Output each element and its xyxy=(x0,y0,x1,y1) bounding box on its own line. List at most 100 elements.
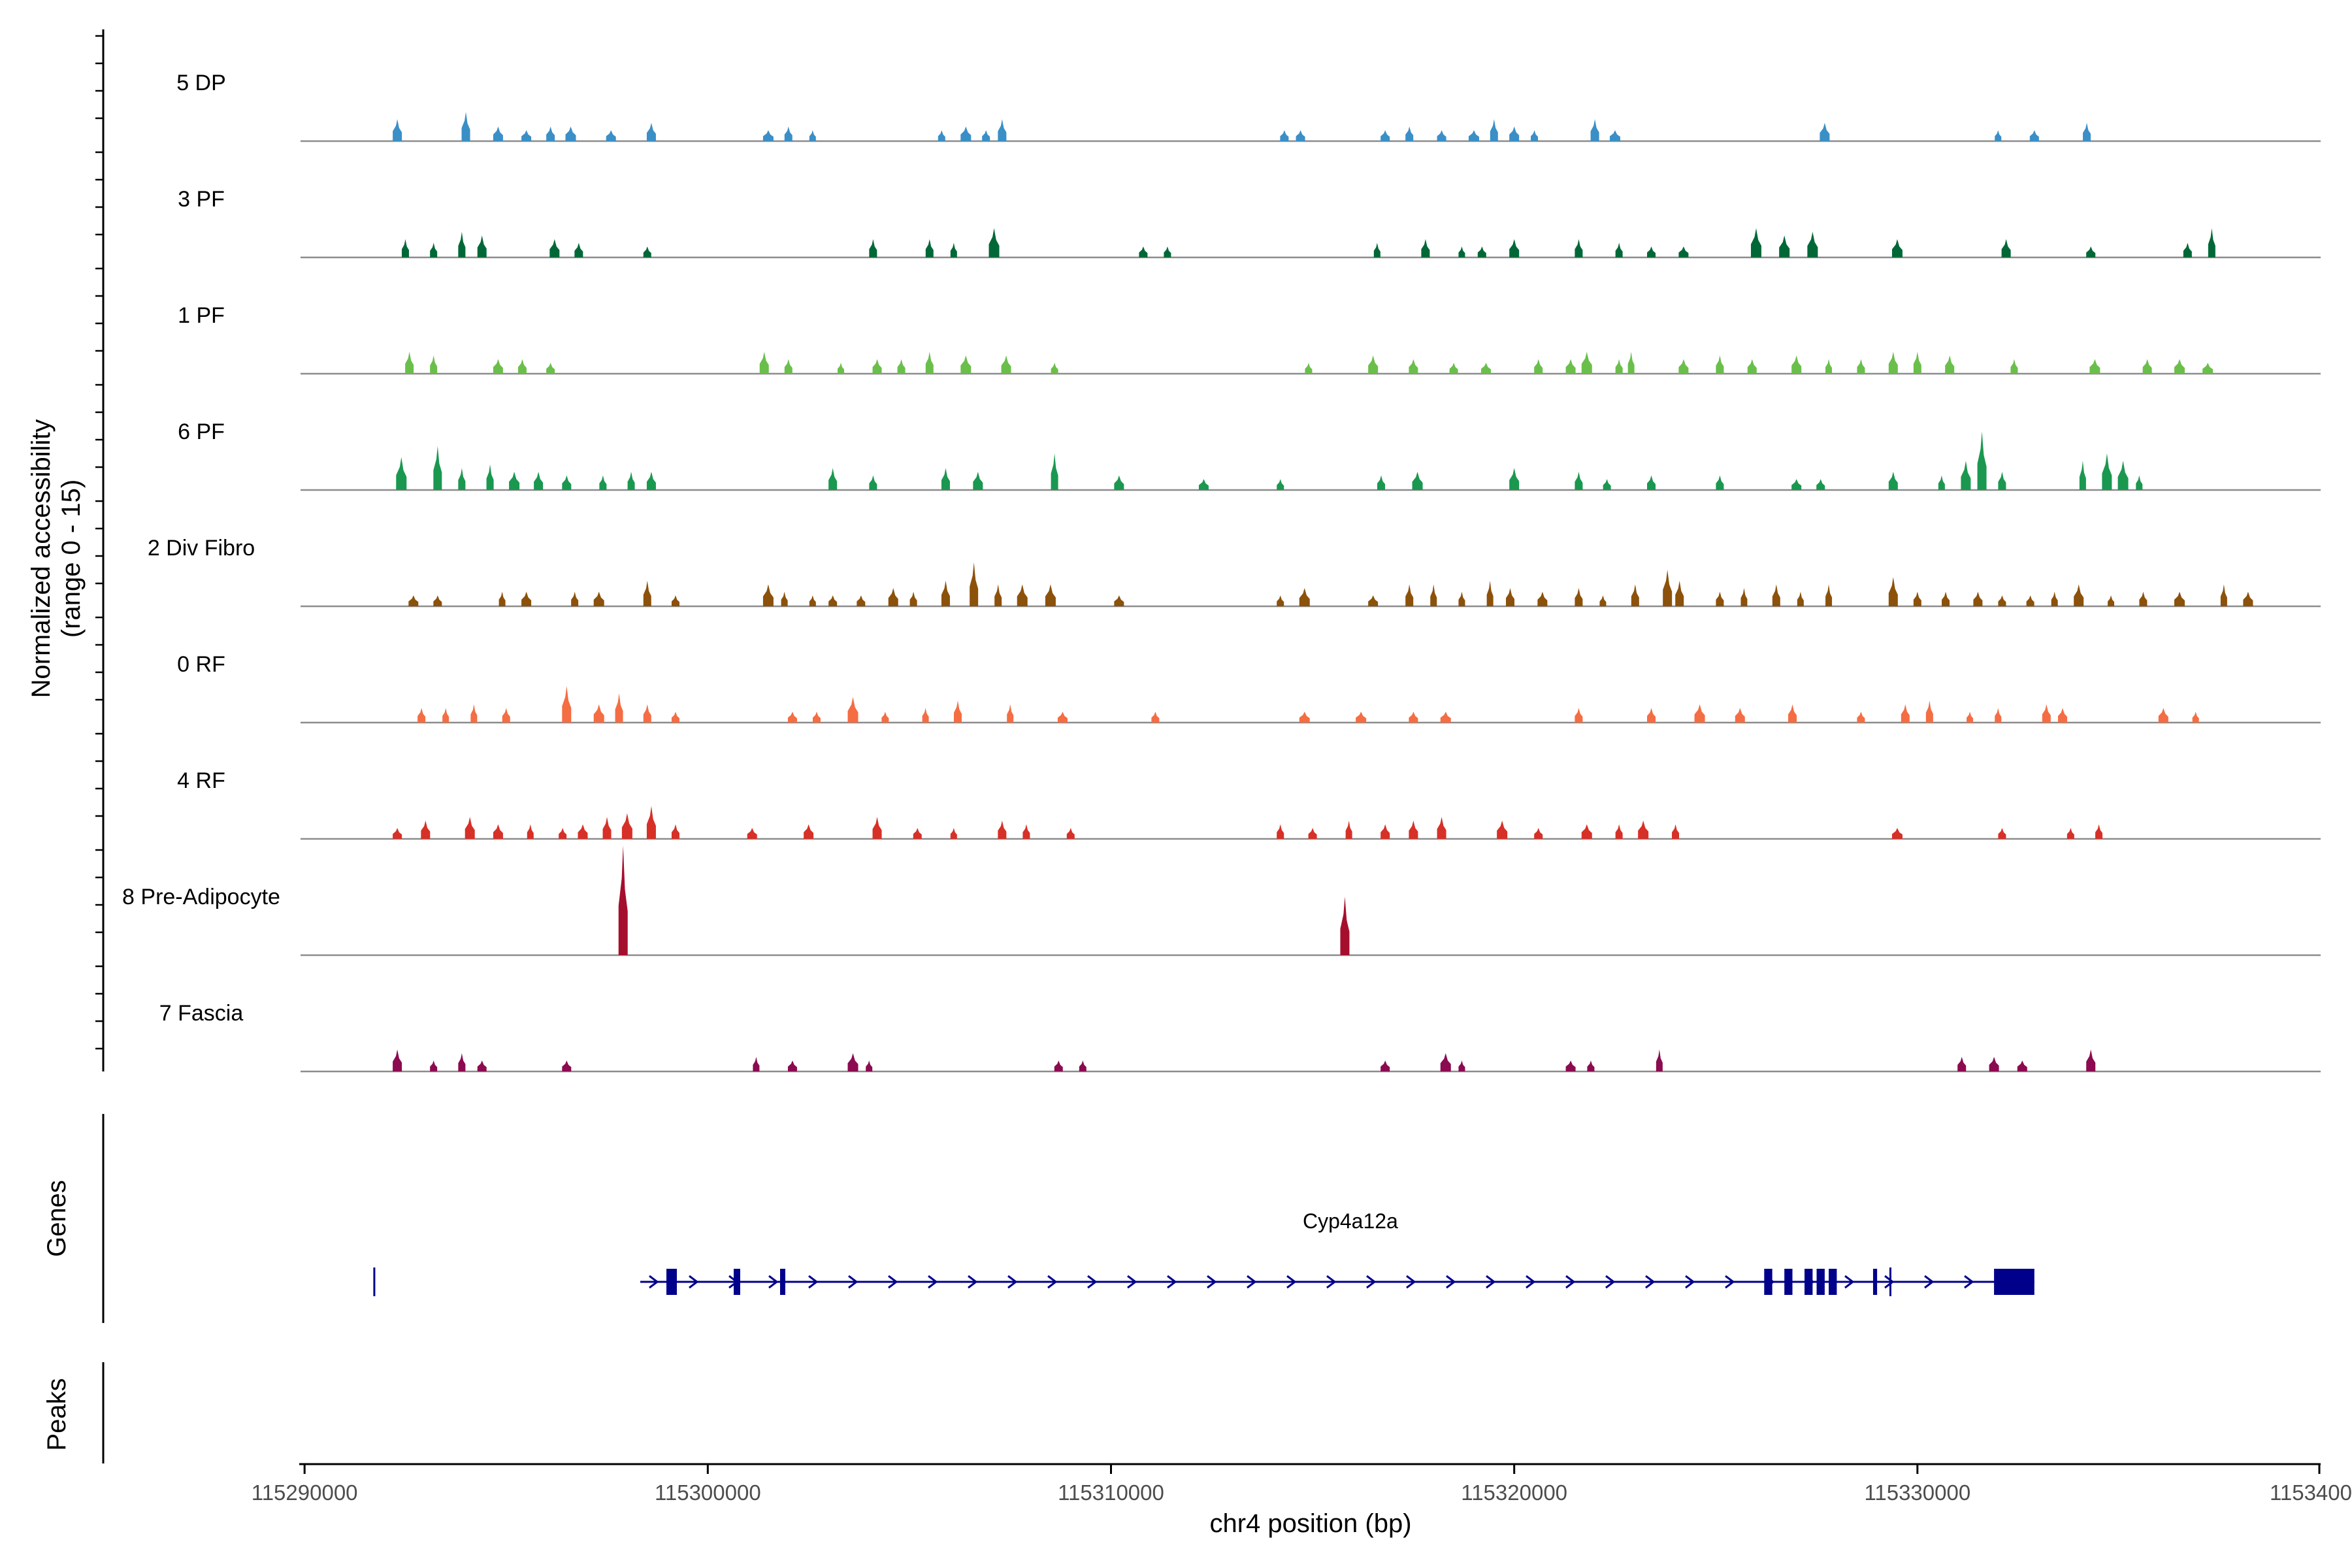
peak xyxy=(498,591,506,606)
peak xyxy=(562,686,572,723)
exon xyxy=(666,1269,677,1295)
peak xyxy=(1409,359,1418,374)
peak xyxy=(486,464,494,490)
peak xyxy=(998,119,1007,141)
peak xyxy=(1139,246,1148,257)
peak xyxy=(869,475,877,490)
peak xyxy=(1678,359,1689,374)
peak xyxy=(430,242,438,257)
strand-arrow xyxy=(1924,1275,1935,1289)
peak xyxy=(960,355,972,374)
strand-arrow xyxy=(1446,1275,1456,1289)
strand-arrow xyxy=(1406,1275,1416,1289)
track-3-pf: 3 PF xyxy=(178,187,2321,259)
strand-arrow xyxy=(1685,1275,1695,1289)
peak xyxy=(1509,468,1520,490)
gene-cyp4a12a: Cyp4a12a xyxy=(373,1209,2034,1296)
peak xyxy=(1615,242,1623,257)
peak xyxy=(2208,228,2215,257)
exon xyxy=(1805,1269,1813,1295)
x-axis-label: chr4 position (bp) xyxy=(1209,1509,1411,1538)
peak xyxy=(1750,228,1761,257)
peak xyxy=(1277,479,1284,490)
peak xyxy=(847,696,858,723)
peak xyxy=(847,1053,858,1071)
peak xyxy=(433,446,442,490)
peak xyxy=(1345,821,1352,839)
peak xyxy=(2220,584,2227,606)
peak xyxy=(1998,472,2006,490)
peak xyxy=(433,595,442,606)
peak xyxy=(549,239,560,257)
peak xyxy=(643,580,651,606)
peak xyxy=(2010,359,2018,374)
track-label: 3 PF xyxy=(178,187,225,212)
peak xyxy=(1716,355,1724,374)
peak xyxy=(1995,708,2002,723)
peak xyxy=(1599,595,1607,606)
peak xyxy=(417,708,426,723)
peak xyxy=(2192,711,2199,723)
peak xyxy=(502,708,510,723)
peak xyxy=(1051,363,1058,374)
peak xyxy=(1380,824,1390,839)
peak xyxy=(2051,591,2058,606)
strand-arrow xyxy=(968,1275,978,1289)
peak xyxy=(1587,1060,1595,1071)
peak xyxy=(1647,246,1656,257)
peak xyxy=(1045,584,1056,606)
strand-arrow xyxy=(1007,1275,1018,1289)
peak xyxy=(461,112,470,141)
peak xyxy=(998,821,1007,839)
strand-arrow xyxy=(1605,1275,1616,1289)
track-label: 4 RF xyxy=(177,768,225,793)
peak xyxy=(781,591,788,606)
peak xyxy=(493,824,503,839)
peak xyxy=(1627,351,1635,374)
peak xyxy=(812,711,821,723)
peak xyxy=(1989,1056,1999,1071)
peak xyxy=(1509,126,1520,141)
peak xyxy=(671,711,679,723)
track-7-fascia: 7 Fascia xyxy=(159,1001,2321,1073)
peak xyxy=(1114,595,1124,606)
peak xyxy=(1490,119,1498,141)
peak xyxy=(1672,824,1680,839)
peak xyxy=(2095,824,2103,839)
peak xyxy=(787,1060,797,1071)
peak xyxy=(1198,479,1209,490)
peak xyxy=(1581,351,1592,374)
peak xyxy=(1857,711,1865,723)
peak xyxy=(1458,246,1465,257)
peak xyxy=(762,584,774,606)
strand-arrow xyxy=(1047,1275,1058,1289)
peak xyxy=(869,239,877,257)
track-0-rf: 0 RF xyxy=(177,652,2321,724)
peak xyxy=(643,246,651,257)
peak xyxy=(1575,472,1583,490)
peak xyxy=(1079,1060,1086,1071)
strand-arrow xyxy=(1884,1275,1895,1289)
peak xyxy=(809,130,816,141)
peak xyxy=(1356,711,1367,723)
peak xyxy=(1807,231,1818,257)
peak xyxy=(546,126,555,141)
peak xyxy=(784,126,792,141)
peak xyxy=(1449,363,1458,374)
peak xyxy=(1816,479,1825,490)
strand-arrow xyxy=(1565,1275,1576,1289)
peak xyxy=(1437,817,1446,839)
peak xyxy=(1977,431,1987,490)
peak xyxy=(1054,1060,1063,1071)
peak xyxy=(1537,591,1548,606)
peak xyxy=(1377,475,1386,490)
strand-arrow xyxy=(1844,1275,1855,1289)
strand-arrow xyxy=(1964,1275,1974,1289)
track-label: 8 Pre-Adipocyte xyxy=(122,885,280,909)
peak xyxy=(1797,591,1804,606)
peak xyxy=(562,1060,572,1071)
peak xyxy=(1678,246,1689,257)
peak xyxy=(994,584,1002,606)
peak xyxy=(925,239,934,257)
x-tick-label: 115310000 xyxy=(1058,1480,1164,1505)
